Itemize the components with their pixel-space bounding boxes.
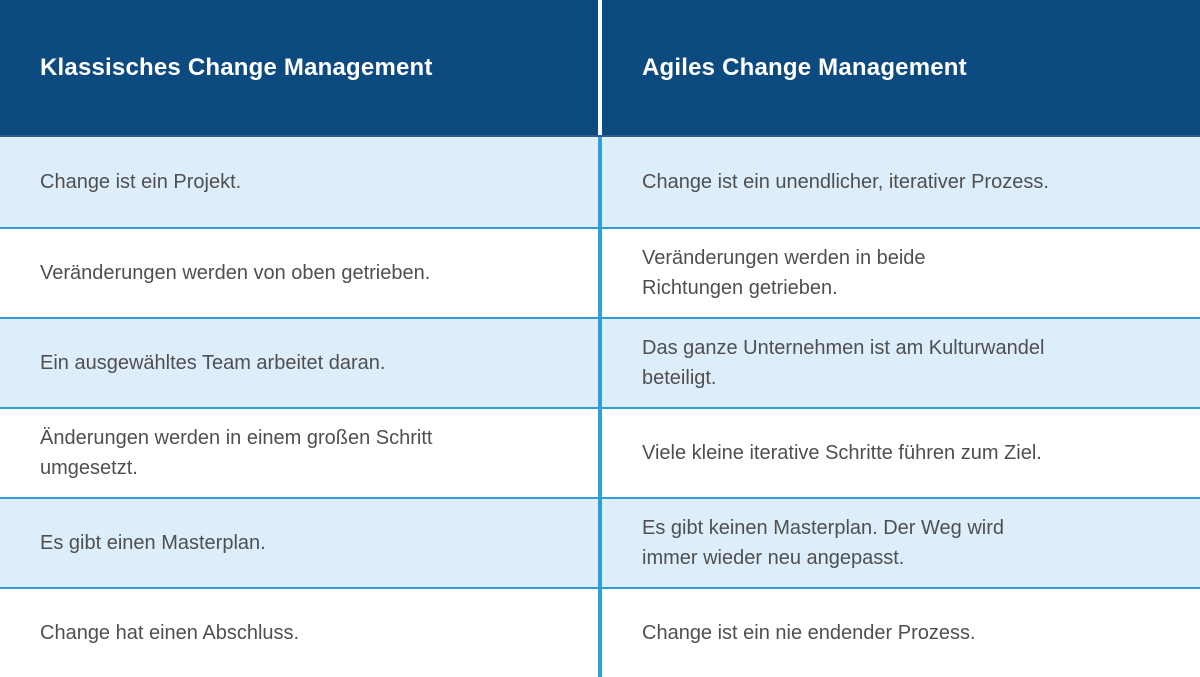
table-cell: Ein ausgewähltes Team arbeitet daran. bbox=[0, 317, 598, 407]
table-cell: Veränderungen werden in beide Richtungen… bbox=[602, 227, 1200, 317]
table-cell: Change ist ein Projekt. bbox=[0, 137, 598, 227]
cell-text: Das ganze Unternehmen ist am Kulturwande… bbox=[642, 337, 1045, 389]
table-cell: Change ist ein unendlicher, iterativer P… bbox=[602, 137, 1200, 227]
table-cell: Änderungen werden in einem großen Schrit… bbox=[0, 407, 598, 497]
cell-text: Änderungen werden in einem großen Schrit… bbox=[40, 427, 433, 479]
column-header-agil: Agiles Change Management bbox=[602, 0, 1200, 137]
table-cell: Viele kleine iterative Schritte führen z… bbox=[602, 407, 1200, 497]
table-cell: Change ist ein nie endender Prozess. bbox=[602, 587, 1200, 677]
table-cell: Es gibt einen Masterplan. bbox=[0, 497, 598, 587]
header-column-divider bbox=[598, 0, 602, 137]
cell-text: Change ist ein Projekt. bbox=[40, 171, 242, 193]
table-cell: Veränderungen werden von oben getrieben. bbox=[0, 227, 598, 317]
cell-text: Change ist ein unendlicher, iterativer P… bbox=[642, 171, 1049, 193]
cell-text: Viele kleine iterative Schritte führen z… bbox=[642, 442, 1042, 464]
cell-text: Es gibt keinen Masterplan. Der Weg wird … bbox=[642, 517, 1005, 569]
cell-text: Veränderungen werden in beide Richtungen… bbox=[642, 247, 926, 299]
cell-text: Ein ausgewähltes Team arbeitet daran. bbox=[40, 352, 386, 374]
column-header-klassisch: Klassisches Change Management bbox=[0, 0, 598, 137]
cell-text: Change ist ein nie endender Prozess. bbox=[642, 622, 976, 644]
column-header-klassisch-label: Klassisches Change Management bbox=[40, 53, 433, 81]
column-header-agil-label: Agiles Change Management bbox=[642, 53, 967, 81]
cell-text: Es gibt einen Masterplan. bbox=[40, 532, 266, 554]
body-column-divider bbox=[598, 137, 602, 677]
table-cell: Das ganze Unternehmen ist am Kulturwande… bbox=[602, 317, 1200, 407]
table-cell: Es gibt keinen Masterplan. Der Weg wird … bbox=[602, 497, 1200, 587]
table-cell: Change hat einen Abschluss. bbox=[0, 587, 598, 677]
cell-text: Veränderungen werden von oben getrieben. bbox=[40, 262, 431, 284]
cell-text: Change hat einen Abschluss. bbox=[40, 622, 300, 644]
